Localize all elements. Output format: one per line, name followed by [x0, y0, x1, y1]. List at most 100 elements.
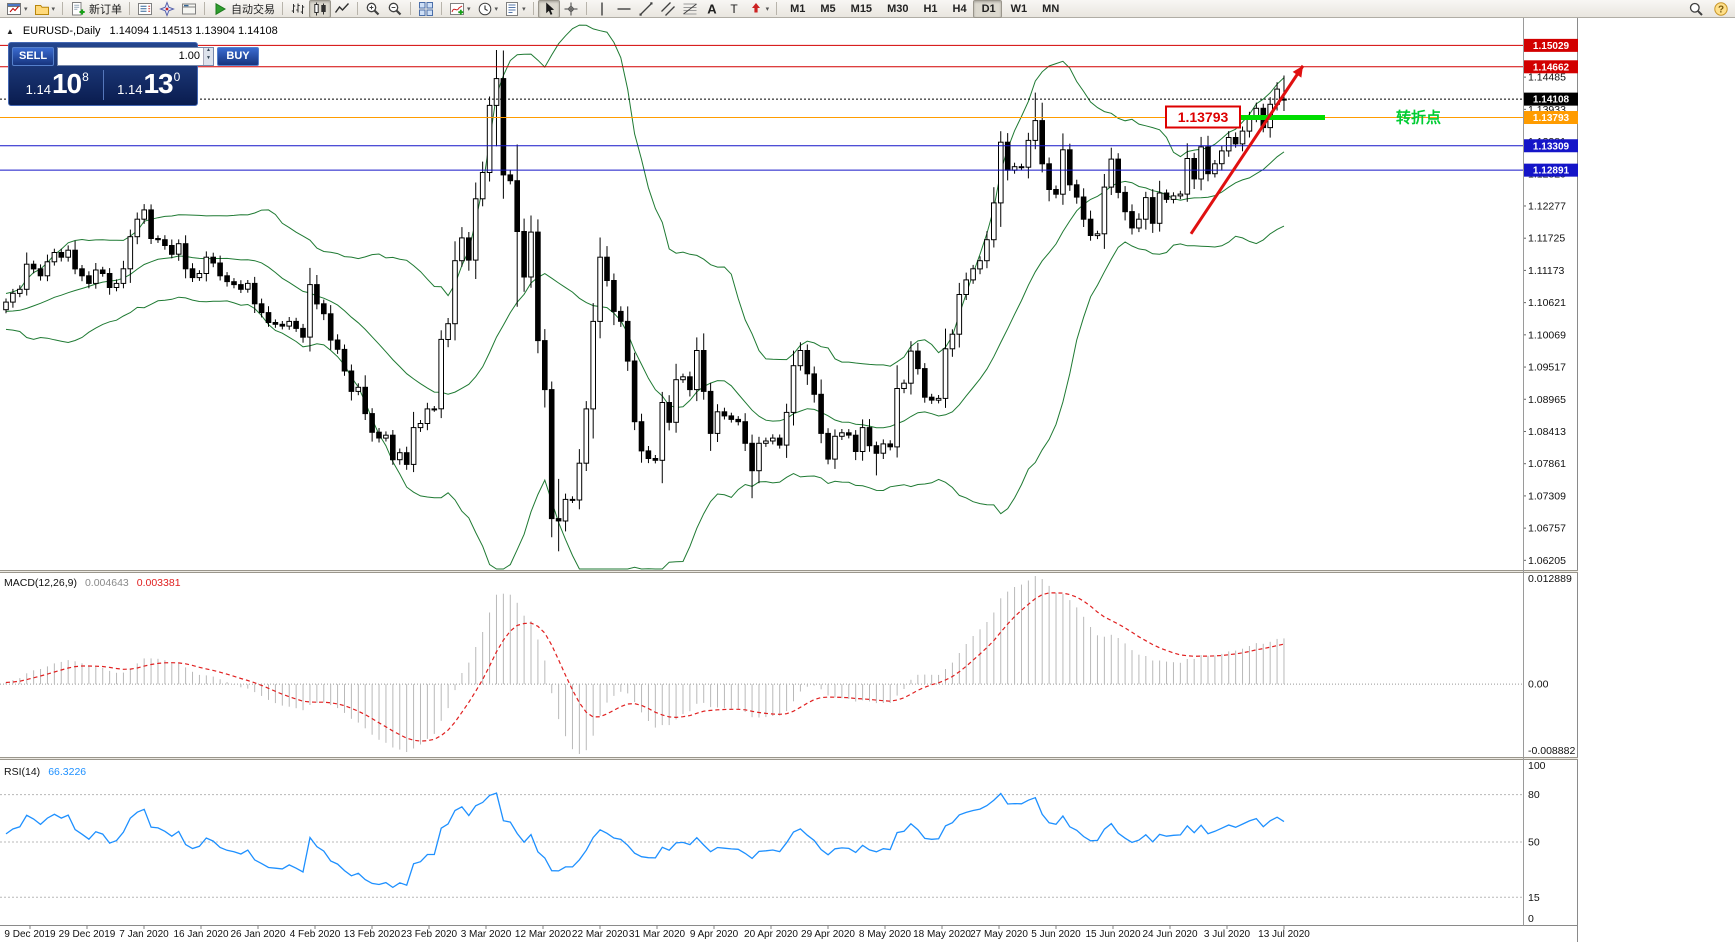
price-axis-label: 1.14485 — [1528, 72, 1566, 84]
cursor-button[interactable] — [537, 0, 560, 18]
tf-m30-label: M30 — [887, 2, 909, 15]
terminal-button[interactable] — [178, 0, 200, 18]
tf-m30-button[interactable]: M30 — [878, 0, 914, 18]
volume-input[interactable] — [58, 47, 203, 65]
autotrading-label: 自动交易 — [231, 3, 276, 16]
candle-chart-button[interactable] — [309, 0, 332, 18]
periods-icon — [477, 1, 493, 17]
sell-price-prefix: 1.14 — [25, 81, 51, 97]
buy-price-prefix: 1.14 — [117, 81, 143, 97]
indicators-dropdown-caret: ▾ — [467, 5, 471, 13]
macd-signal-line — [5, 592, 1285, 742]
date-axis-label: 22 Mar 2020 — [572, 929, 629, 940]
tf-h4-label: H4 — [952, 2, 967, 15]
support-line-2-badge — [1524, 163, 1578, 177]
text-button[interactable]: A — [701, 0, 723, 18]
rsi-axis-label: 50 — [1528, 837, 1540, 849]
new-chart-button[interactable]: ▾ — [3, 0, 31, 18]
volume-up-button[interactable]: ▲ — [206, 46, 211, 53]
chart-canvas[interactable]: 1.144851.139331.133811.128291.122771.117… — [0, 18, 1578, 942]
date-axis-label: 29 Apr 2020 — [801, 929, 855, 940]
trend-arrow[interactable] — [1189, 64, 1305, 235]
svg-text:?: ? — [1718, 4, 1724, 15]
price-badge-label: 1.13793 — [1533, 113, 1570, 124]
templates-button[interactable]: ▾ — [501, 0, 529, 18]
trend-arrow-head — [1292, 65, 1303, 78]
chart-title: ▲ EURUSD-,Daily 1.14094 1.14513 1.13904 … — [6, 25, 278, 37]
tf-m1-button[interactable]: M1 — [781, 0, 811, 18]
periods-button[interactable]: ▾ — [474, 0, 502, 18]
support-line-1-badge — [1524, 139, 1578, 153]
fibonacci-button[interactable] — [679, 0, 701, 18]
price-badge-label: 1.13309 — [1533, 141, 1570, 152]
bar-chart-button[interactable] — [287, 0, 309, 18]
bar-chart-icon — [290, 1, 306, 17]
arrows-button[interactable]: ▾ — [745, 0, 773, 18]
line-chart-button[interactable] — [331, 0, 353, 18]
price-axis-label: 1.06757 — [1528, 523, 1566, 535]
candles — [3, 50, 1287, 552]
macd-axis-max: 0.012889 — [1528, 573, 1572, 585]
panel-separator[interactable] — [0, 570, 1578, 573]
sell-button[interactable]: SELL — [12, 46, 54, 66]
tile-windows-button[interactable] — [415, 0, 437, 18]
pivot-line-badge — [1524, 111, 1578, 125]
periods-dropdown-caret: ▾ — [494, 5, 499, 13]
price-axis-label: 1.08965 — [1528, 394, 1566, 406]
buy-button[interactable]: BUY — [217, 46, 259, 66]
toolbar-separator — [441, 2, 443, 15]
horizontal-line-icon — [616, 1, 632, 17]
autotrading-icon — [212, 1, 228, 17]
cursor-icon — [541, 1, 557, 17]
bollinger-upper-band — [5, 24, 1285, 367]
price-badge-label: 1.15029 — [1533, 41, 1570, 52]
indicators-icon — [449, 1, 465, 17]
bollinger-middle-band — [5, 151, 1285, 429]
trendline-button[interactable] — [635, 0, 657, 18]
new-order-button[interactable]: 新订单 — [67, 0, 125, 18]
chart-window: 1.144851.139331.133811.128291.122771.117… — [0, 18, 1578, 942]
tf-d1-label: D1 — [981, 2, 996, 15]
pivot-price-box[interactable] — [1165, 105, 1241, 129]
pivot-price-text: 1.13793 — [1178, 109, 1229, 125]
sell-price-sup: 8 — [82, 69, 89, 84]
autotrading-button[interactable]: 自动交易 — [209, 0, 278, 18]
date-axis-label: 15 Jun 2020 — [1085, 929, 1140, 940]
tf-mn-button[interactable]: MN — [1033, 0, 1065, 18]
help-button[interactable]: ? — [1710, 0, 1732, 18]
date-axis-label: 16 Jan 2020 — [173, 929, 228, 940]
price-axis-label: 1.08413 — [1528, 426, 1566, 438]
panel-separator[interactable] — [0, 757, 1578, 760]
date-axis-label: 9 Dec 2019 — [4, 929, 56, 940]
sell-price: 1.14 10 8 — [12, 69, 103, 101]
search-button[interactable] — [1685, 0, 1707, 18]
text-label-button[interactable]: T — [723, 0, 745, 18]
pivot-annotation-text[interactable]: 转折点 — [1396, 109, 1441, 127]
price-badge-label: 1.14108 — [1533, 95, 1570, 106]
one-click-collapse-arrow[interactable]: ▲ — [6, 26, 14, 36]
zoom-out-button[interactable] — [384, 0, 406, 18]
date-axis-label: 18 May 2020 — [913, 929, 971, 940]
market-watch-icon — [137, 1, 153, 17]
tf-h4-button[interactable]: H4 — [944, 0, 973, 18]
tf-h1-button[interactable]: H1 — [914, 0, 943, 18]
vertical-line-button[interactable] — [591, 0, 613, 18]
market-watch-button[interactable] — [134, 0, 156, 18]
horizontal-line-button[interactable] — [613, 0, 635, 18]
profiles-button[interactable]: ▾ — [31, 0, 59, 18]
tf-mn-label: MN — [1042, 2, 1060, 15]
arrows-icon — [748, 1, 764, 17]
crosshair-button[interactable] — [560, 0, 582, 18]
date-axis-label: 7 Jan 2020 — [119, 929, 169, 940]
navigator-button[interactable] — [156, 0, 178, 18]
zoom-in-button[interactable] — [362, 0, 384, 18]
tf-w1-button[interactable]: W1 — [1002, 0, 1034, 18]
tf-m5-button[interactable]: M5 — [811, 0, 841, 18]
tf-d1-button[interactable]: D1 — [972, 0, 1002, 18]
tf-m15-button[interactable]: M15 — [842, 0, 878, 18]
indicators-button[interactable]: ▾ — [446, 0, 474, 18]
volume-down-button[interactable]: ▼ — [206, 55, 211, 61]
new-chart-dropdown-caret: ▾ — [24, 5, 28, 13]
equidistant-channel-button[interactable] — [657, 0, 679, 18]
zoom-in-icon — [365, 1, 381, 17]
